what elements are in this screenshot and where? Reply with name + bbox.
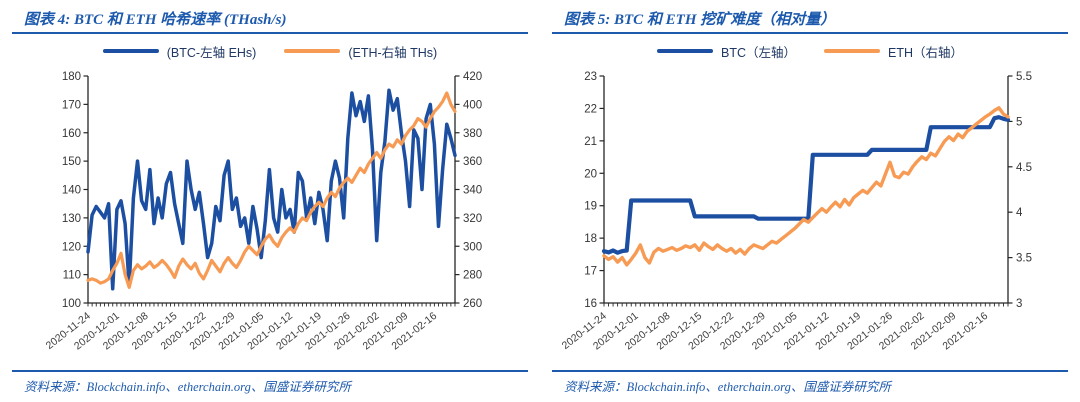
svg-text:300: 300	[463, 241, 482, 253]
eth-line-swatch	[824, 48, 880, 54]
hashrate-legend: (BTC-左轴 EHs) (ETH-右轴 THs)	[0, 38, 540, 64]
svg-text:18: 18	[584, 233, 597, 245]
axes	[603, 76, 1009, 304]
panel-hashrate: 图表 4: BTC 和 ETH 哈希速率 (THash/s) (BTC-左轴 E…	[0, 12, 540, 394]
difficulty-legend: BTC（左轴） ETH（右轴）	[540, 38, 1080, 64]
svg-text:360: 360	[463, 156, 482, 168]
x-axis: 2020-11-242020-12-012020-12-082020-12-15…	[44, 303, 456, 352]
svg-text:3.5: 3.5	[1016, 253, 1032, 265]
eth-difficulty-line	[602, 106, 1010, 267]
svg-text:17: 17	[584, 266, 597, 278]
svg-text:23: 23	[584, 71, 597, 83]
difficulty-chart-title: 图表 5: BTC 和 ETH 挖矿难度（相对量）	[564, 12, 836, 28]
y-axis-left: 16 17 18 19 20 21 22 23	[584, 71, 604, 310]
source-note-hashrate: 资料来源：Blockchain.info、etherchain.org、国盛证券…	[24, 380, 351, 394]
svg-text:3: 3	[1016, 298, 1022, 310]
svg-text:140: 140	[62, 185, 81, 197]
svg-text:340: 340	[463, 185, 482, 197]
difficulty-chart: 16 17 18 19 20 21 22 23 3 3.5 4 4.5 5 5.5 2020-11-2420…	[560, 71, 1032, 352]
source-divider	[12, 370, 528, 372]
svg-text:21: 21	[584, 136, 597, 148]
title-divider	[12, 32, 528, 34]
svg-text:150: 150	[62, 156, 81, 168]
legend-label-btc-difficulty: BTC（左轴）	[720, 45, 796, 60]
btc-line-swatch	[102, 48, 159, 54]
source-divider	[552, 370, 1068, 372]
svg-text:130: 130	[62, 213, 81, 225]
svg-text:180: 180	[62, 71, 81, 83]
svg-text:420: 420	[463, 71, 482, 83]
svg-text:19: 19	[584, 201, 597, 213]
title-divider	[552, 32, 1068, 34]
btc-line-swatch	[656, 48, 713, 54]
legend-label-eth-hashrate: (ETH-右轴 THs)	[348, 45, 438, 60]
legend-item-eth-hashrate: (ETH-右轴 THs)	[284, 42, 437, 61]
legend-item-eth-difficulty: ETH（右轴）	[824, 42, 963, 61]
svg-text:120: 120	[62, 241, 81, 253]
x-axis: 2020-11-242020-12-012020-12-082020-12-15…	[560, 303, 1009, 352]
svg-text:22: 22	[584, 103, 597, 115]
y-axis-right: 3 3.5 4 4.5 5 5.5	[1008, 71, 1032, 310]
svg-text:5.5: 5.5	[1016, 71, 1032, 83]
svg-text:110: 110	[63, 270, 81, 282]
eth-line-swatch	[284, 48, 341, 54]
legend-item-btc-hashrate: (BTC-左轴 EHs)	[102, 42, 257, 61]
svg-text:16: 16	[584, 298, 597, 310]
svg-text:100: 100	[62, 298, 81, 310]
svg-text:320: 320	[463, 213, 482, 225]
hashrate-chart-title: 图表 4: BTC 和 ETH 哈希速率 (THash/s)	[24, 12, 287, 28]
y-axis-left: 100 110 120 130 140 150 160 170 180	[62, 71, 88, 310]
svg-text:280: 280	[463, 270, 482, 282]
svg-text:170: 170	[62, 99, 81, 111]
svg-text:4.5: 4.5	[1016, 162, 1032, 174]
svg-text:160: 160	[62, 128, 81, 140]
eth-hashrate-line	[86, 91, 457, 289]
btc-hashrate-line	[86, 88, 457, 291]
y-axis-right: 260 280 300 320 340 360 380 400 420	[455, 71, 482, 310]
svg-text:400: 400	[463, 99, 482, 111]
btc-difficulty-line	[601, 115, 1011, 255]
legend-label-btc-hashrate: (BTC-左轴 EHs)	[166, 45, 257, 60]
svg-text:380: 380	[463, 128, 482, 140]
svg-text:20: 20	[584, 168, 597, 180]
hashrate-chart: 100 110 120 130 140 150 160 170 180 260 280 300 320 3…	[44, 71, 482, 352]
legend-item-btc-difficulty: BTC（左轴）	[656, 42, 796, 61]
source-note-difficulty: 资料来源：Blockchain.info、etherchain.org、国盛证券…	[564, 380, 891, 394]
svg-text:4: 4	[1016, 207, 1023, 219]
panel-difficulty: 图表 5: BTC 和 ETH 挖矿难度（相对量） BTC（左轴） ETH（右轴…	[540, 0, 1080, 402]
svg-text:5: 5	[1016, 116, 1022, 128]
svg-text:260: 260	[463, 298, 482, 310]
legend-label-eth-difficulty: ETH（右轴）	[888, 45, 964, 60]
